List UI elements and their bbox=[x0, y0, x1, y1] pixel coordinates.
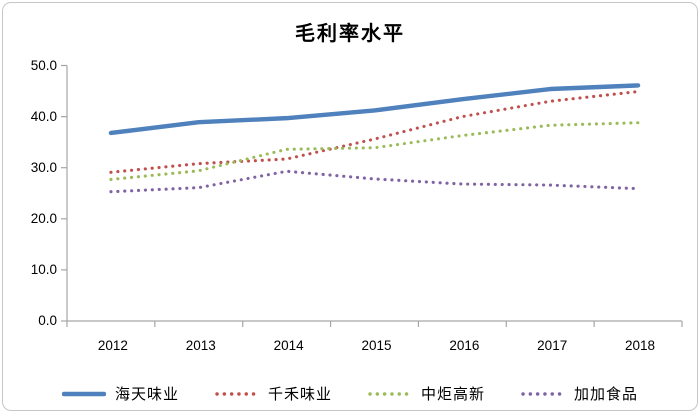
legend-item-0: 海天味业 bbox=[61, 383, 179, 404]
legend-label: 海天味业 bbox=[114, 387, 179, 403]
y-axis-label: 50.0 bbox=[30, 57, 57, 73]
legend-swatch-icon bbox=[521, 391, 565, 396]
legend-label: 中炬高新 bbox=[421, 387, 486, 403]
y-axis-label: 30.0 bbox=[30, 159, 57, 175]
legend-item-3: 加加食品 bbox=[521, 383, 638, 404]
y-axis-label: 40.0 bbox=[30, 108, 57, 124]
legend-label: 加加食品 bbox=[574, 387, 639, 403]
x-axis-label: 2013 bbox=[185, 338, 216, 353]
legend-label: 千禾味业 bbox=[267, 387, 332, 403]
legend-swatch-icon bbox=[215, 391, 259, 396]
legend-swatch-icon bbox=[368, 391, 412, 396]
y-axis-label: 0.0 bbox=[38, 313, 57, 328]
x-axis-label: 2015 bbox=[361, 338, 392, 353]
chart-frame: 毛利率水平 0.0 10.0 20.0 30.0 40.0 50.0 2012 2013 20… bbox=[2, 2, 698, 411]
x-axis-label: 2016 bbox=[449, 338, 480, 353]
y-axis-label: 20.0 bbox=[30, 210, 57, 226]
chart-title: 毛利率水平 bbox=[295, 23, 405, 45]
x-axis-label: 2018 bbox=[625, 338, 656, 353]
series-line-3 bbox=[109, 169, 640, 194]
x-axis-label: 2012 bbox=[97, 338, 128, 353]
legend-item-2: 中炬高新 bbox=[368, 383, 485, 404]
y-axis-label: 10.0 bbox=[30, 261, 57, 277]
plot-area bbox=[61, 64, 683, 327]
series-line-2 bbox=[109, 121, 640, 182]
x-axis-label: 2014 bbox=[273, 338, 304, 353]
series-line-1 bbox=[109, 90, 640, 174]
legend-item-1: 千禾味业 bbox=[215, 383, 332, 404]
series-line-0 bbox=[108, 83, 641, 136]
legend: 海天味业 千禾味业 中炬高新 加加食品 bbox=[3, 383, 697, 404]
x-axis-label: 2017 bbox=[537, 338, 568, 353]
legend-swatch-icon bbox=[61, 391, 106, 396]
